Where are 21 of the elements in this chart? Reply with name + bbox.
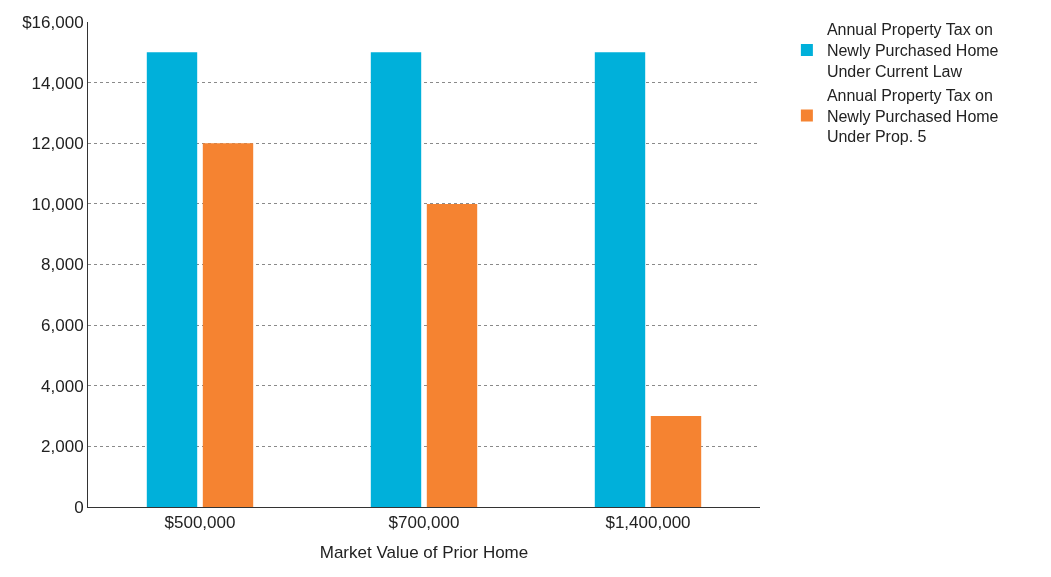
bar [594,52,646,507]
y-tick-label: 6,000 [41,316,84,336]
y-tick-label: 4,000 [41,376,84,396]
y-tick-label: 14,000 [31,73,84,93]
bar [146,52,198,507]
y-tick-label: 12,000 [31,134,84,154]
y-tick-label: 10,000 [31,194,84,214]
x-tick-label: $700,000 [388,513,460,533]
x-tick-label: $500,000 [164,513,236,533]
bar [650,416,702,507]
legend-label: Annual Property Tax on Newly Purchased Home Under Current Law [826,21,999,81]
bar [202,143,254,507]
legend-label: Annual Property Tax on Newly Purchased Home Under Prop. 5 [826,86,999,146]
y-tick-label: 0 [74,497,84,517]
y-tick-label: $16,000 [22,12,84,32]
x-tick-label: $1,400,000 [605,513,691,533]
y-tick-label: 2,000 [41,437,84,457]
bar [426,203,478,507]
bar [370,52,422,507]
y-tick-label: 8,000 [41,255,84,275]
x-axis-title: Market Value of Prior Home [319,542,529,562]
